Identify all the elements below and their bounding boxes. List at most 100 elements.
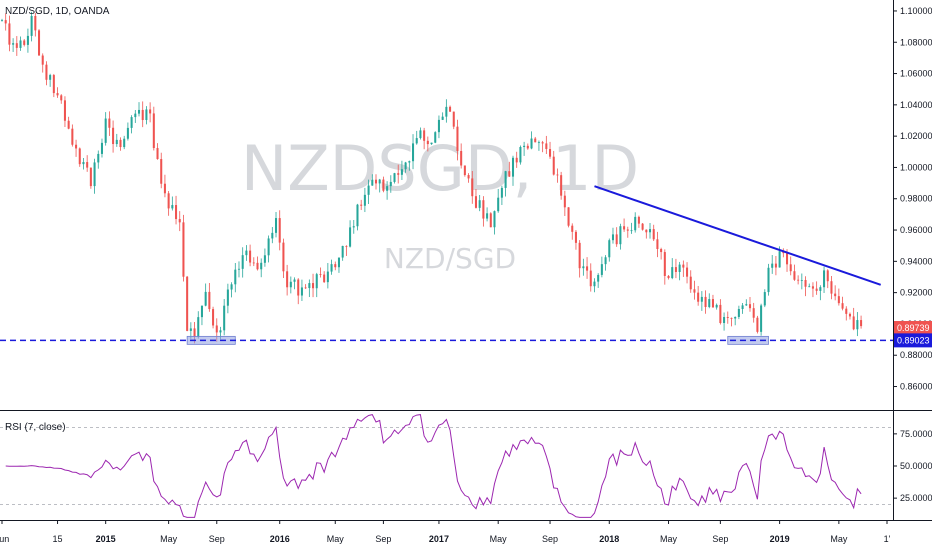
candle-body [760, 305, 763, 332]
candle-body [112, 127, 115, 145]
candle-body [123, 138, 126, 148]
time-tick-label: Sep [712, 534, 728, 544]
candle-body [126, 127, 129, 139]
candle-body [830, 281, 833, 294]
candle-body [671, 267, 674, 279]
candle-body [119, 139, 122, 148]
candle-body [571, 225, 574, 232]
candle-body [763, 292, 766, 306]
candle-body [389, 181, 392, 187]
rsi-pane[interactable] [0, 414, 893, 518]
candle-body [530, 138, 533, 149]
candle-body [623, 226, 626, 230]
candle-body [160, 159, 163, 184]
time-tick-label: Sep [209, 534, 225, 544]
watermark-symbol: NZDSGD, 1D [241, 132, 639, 205]
time-tick-label: May [660, 534, 678, 544]
candle-body [41, 55, 44, 65]
candle-body [445, 106, 448, 117]
candle-body [734, 316, 737, 319]
support-zone [727, 335, 769, 345]
candle-body [52, 75, 55, 94]
candle-body [78, 148, 81, 165]
candle-body [856, 320, 859, 330]
time-tick-label: 2019 [770, 534, 790, 544]
candle-body [774, 263, 777, 268]
candle-body [545, 143, 548, 150]
rsi-tick-label: 50.0000 [900, 461, 932, 471]
candle-body [663, 252, 666, 276]
candle-body [393, 173, 396, 182]
candle-body [34, 15, 37, 31]
candle-body [567, 207, 570, 226]
price-pane[interactable] [0, 11, 893, 345]
candle-body [467, 175, 470, 179]
candle-body [682, 264, 685, 268]
candle-body [341, 245, 344, 258]
time-tick-label: May [830, 534, 848, 544]
time-tick-label: May [160, 534, 178, 544]
candle-body [145, 109, 148, 121]
time-tick-label: 1' [884, 534, 891, 544]
candle-body [12, 43, 15, 45]
candle-body [197, 317, 200, 337]
candle-body [723, 317, 726, 324]
candle-body [237, 268, 241, 270]
candle-body [704, 296, 707, 308]
candle-body [397, 173, 400, 175]
candle-body [519, 146, 522, 163]
candle-body [252, 262, 255, 264]
level-price-tag-bg [894, 333, 932, 348]
candle-body [593, 281, 596, 287]
candle-body [556, 174, 559, 176]
candle-body [356, 204, 359, 227]
candle-body [648, 229, 652, 233]
candle-body [523, 145, 526, 147]
candle-body [193, 328, 196, 337]
candle-body [715, 304, 718, 308]
candle-body [708, 299, 711, 308]
candle-body [278, 218, 281, 243]
candle-body [330, 264, 333, 272]
time-tick-label: May [327, 534, 345, 544]
candle-body [245, 250, 248, 256]
candle-body [586, 266, 589, 271]
level-price-tag-text: 0.89023 [897, 335, 930, 345]
candle-body [778, 251, 781, 268]
candle-body [837, 296, 840, 304]
candle-body [826, 270, 829, 282]
rsi-line [5, 414, 862, 518]
candle-body [641, 223, 644, 230]
candle-body [230, 284, 233, 290]
trendline [594, 185, 882, 286]
rsi-title: RSI (7, close) [5, 422, 66, 433]
candle-body [282, 242, 285, 272]
candle-body [500, 187, 503, 198]
last-price-tag-text: 0.89739 [897, 323, 930, 333]
candle-body [797, 279, 800, 281]
candle-body [611, 234, 615, 241]
candle-body [60, 95, 63, 101]
candle-body [719, 304, 722, 324]
candle-body [804, 280, 807, 287]
candle-body [167, 193, 170, 209]
candle-body [15, 43, 18, 48]
price-tick-label: 0.94000 [900, 256, 932, 266]
candle-body [660, 249, 663, 253]
price-tick-label: 1.00000 [900, 162, 932, 172]
candle-body [137, 109, 141, 114]
candle-body [297, 279, 300, 296]
candle-body [241, 255, 244, 269]
candle-body [630, 230, 633, 232]
price-tags: 0.89739 0.89023 [894, 321, 932, 348]
candle-body [700, 296, 703, 302]
candle-body [260, 262, 263, 270]
candle-body [178, 219, 181, 223]
candle-body [800, 280, 803, 281]
candle-body [100, 142, 104, 154]
time-tick-label: Sep [375, 534, 391, 544]
candle-body [511, 157, 515, 177]
candle-body [304, 287, 307, 289]
candle-body [171, 205, 174, 209]
